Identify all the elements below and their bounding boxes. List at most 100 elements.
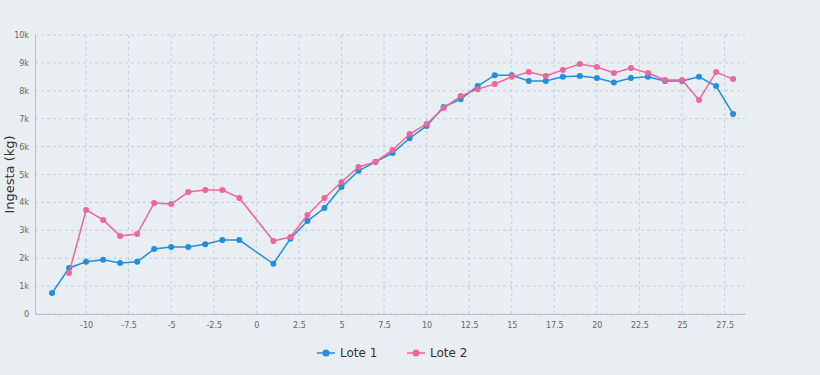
x-tick-label: -7.5 xyxy=(121,321,137,330)
series-point xyxy=(236,237,242,243)
grid-line-y xyxy=(35,118,745,119)
y-tick: 6k xyxy=(19,143,35,152)
series-point xyxy=(662,77,668,83)
x-tick-label: 22.5 xyxy=(631,321,649,330)
x-tick-label: -5 xyxy=(168,321,176,330)
x-tick-label: 12.5 xyxy=(461,321,479,330)
series-point xyxy=(611,70,617,76)
series-point xyxy=(100,257,106,263)
series-point xyxy=(594,64,600,70)
series-point xyxy=(185,244,191,250)
plot: 01k2k3k4k5k6k7k8k9k10k-10-7.5-5-2.502.55… xyxy=(14,31,745,330)
series-point xyxy=(628,75,634,81)
y-tick: 4k xyxy=(19,198,35,207)
series-point xyxy=(219,237,225,243)
x-tick: 7.5 xyxy=(378,314,391,330)
grid xyxy=(35,35,745,314)
y-tick: 5k xyxy=(19,171,35,180)
series-point xyxy=(407,131,413,137)
y-tick: 3k xyxy=(19,226,35,235)
y-axis: 01k2k3k4k5k6k7k8k9k10k xyxy=(14,31,35,319)
x-tick: 17.5 xyxy=(546,314,564,330)
axis-line xyxy=(35,36,36,315)
x-tick: -2.5 xyxy=(206,314,222,330)
series-point xyxy=(151,246,157,252)
series-point xyxy=(83,259,89,265)
y-tick-label: 9k xyxy=(19,59,29,68)
y-tick-label: 1k xyxy=(19,282,29,291)
x-tick: 12.5 xyxy=(461,314,479,330)
x-tick-label: 10 xyxy=(422,321,432,330)
x-tick-label: 15 xyxy=(507,321,517,330)
grid-line-x xyxy=(86,35,87,314)
series-point xyxy=(730,76,736,82)
series-point xyxy=(713,83,719,89)
series-point xyxy=(696,97,702,103)
chart: 01k2k3k4k5k6k7k8k9k10k-10-7.5-5-2.502.55… xyxy=(0,0,820,375)
series-point xyxy=(134,259,140,265)
grid-line-y xyxy=(35,202,745,203)
legend-item[interactable]: Lote 1 xyxy=(317,346,377,360)
grid-line-x xyxy=(171,35,172,314)
y-tick-label: 4k xyxy=(19,198,29,207)
grid-line-x xyxy=(682,35,683,314)
y-tick-label: 5k xyxy=(19,171,29,180)
series-point xyxy=(560,74,566,80)
grid-line-x xyxy=(426,35,427,314)
y-tick: 10k xyxy=(14,31,35,40)
x-tick-label: 7.5 xyxy=(378,321,391,330)
legend-marker xyxy=(413,350,420,357)
series-point xyxy=(83,207,89,213)
series-point xyxy=(168,201,174,207)
x-tick: 0 xyxy=(254,314,259,330)
series-point xyxy=(424,121,430,127)
grid-line-x xyxy=(469,35,470,314)
grid-line-y xyxy=(35,62,745,63)
series-point xyxy=(168,244,174,250)
y-tick-label: 7k xyxy=(19,115,29,124)
series-point xyxy=(117,260,123,266)
x-tick: 25 xyxy=(677,314,687,330)
series-point xyxy=(645,70,651,76)
series-point xyxy=(270,238,276,244)
grid-line-x xyxy=(724,35,725,314)
series-point xyxy=(628,65,634,71)
grid-line-x xyxy=(554,35,555,314)
x-tick: 15 xyxy=(507,314,517,330)
y-tick-label: 6k xyxy=(19,143,29,152)
y-tick-label: 10k xyxy=(14,31,29,40)
x-tick-label: 25 xyxy=(677,321,687,330)
series-point xyxy=(66,270,72,276)
series-point xyxy=(526,78,532,84)
series-point xyxy=(560,67,566,73)
series-point xyxy=(185,189,191,195)
series-point xyxy=(321,205,327,211)
grid-line-x xyxy=(298,35,299,314)
series-point xyxy=(219,187,225,193)
legend-item[interactable]: Lote 2 xyxy=(407,346,467,360)
series-point xyxy=(49,290,55,296)
series-point xyxy=(287,234,293,240)
series-point xyxy=(475,86,481,92)
y-tick: 9k xyxy=(19,59,35,68)
y-tick-label: 3k xyxy=(19,226,29,235)
x-tick-label: 27.5 xyxy=(716,321,734,330)
y-tick: 2k xyxy=(19,254,35,263)
series-point xyxy=(543,73,549,79)
series-point xyxy=(304,218,310,224)
x-tick: 27.5 xyxy=(716,314,734,330)
series-line xyxy=(69,64,733,273)
series-point xyxy=(236,195,242,201)
series-point xyxy=(577,73,583,79)
series-point xyxy=(492,81,498,87)
grid-line-x xyxy=(128,35,129,314)
y-tick: 7k xyxy=(19,115,35,124)
series-point xyxy=(304,212,310,218)
series-point xyxy=(594,75,600,81)
x-tick-label: 5 xyxy=(339,321,344,330)
series-point xyxy=(492,72,498,78)
series-point xyxy=(509,74,515,80)
series-point xyxy=(526,69,532,75)
y-tick: 1k xyxy=(19,282,35,291)
series-point xyxy=(151,200,157,206)
